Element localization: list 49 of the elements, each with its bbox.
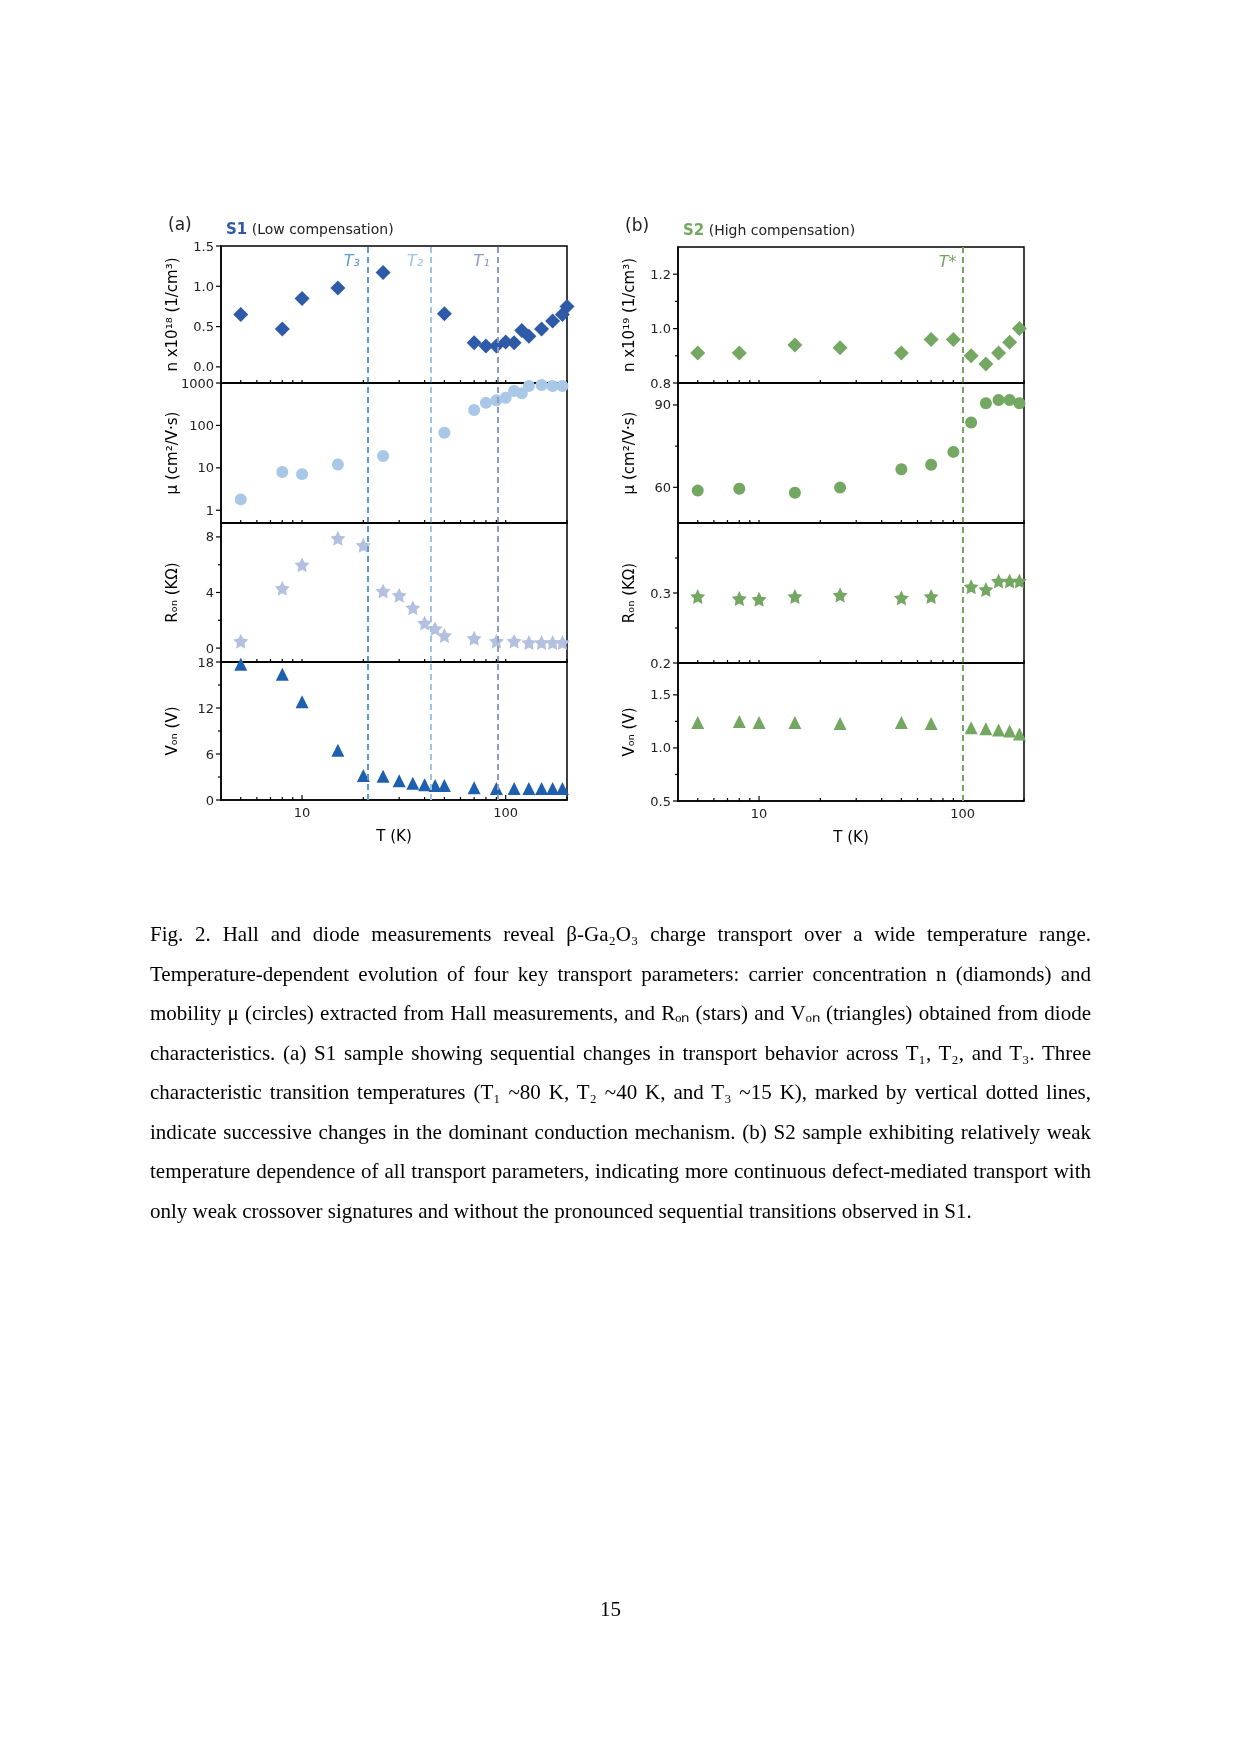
y-tick-label: 0.8: [650, 375, 671, 391]
y-tick-label: 1.5: [193, 238, 214, 254]
chart-subtitle: S1 (Low compensation): [226, 219, 394, 238]
y-tick-label: 0.2: [650, 655, 671, 671]
y-axis-title: Vₒₙ (V): [162, 706, 181, 756]
y-axis-title: Rₒₙ (KΩ): [162, 562, 181, 623]
ref-line-label: T*: [938, 251, 957, 271]
y-tick-label: 0.0: [193, 359, 214, 375]
y-tick-label: 1.0: [650, 321, 671, 337]
y-tick-label: 0: [205, 640, 214, 656]
y-tick-label: 8: [205, 529, 214, 545]
y-tick-label: 1.0: [650, 740, 671, 756]
y-tick-label: 100: [189, 417, 214, 433]
y-tick-label: 0.5: [193, 319, 214, 335]
y-tick-label: 1.5: [650, 687, 671, 703]
caption: Fig. 2. Hall and diode measurements reveal β-Ga₂O₃ charge transport over a wide temperature range. Temperature-dependent evolution of four key transport parameters: carrier concentration n (diamonds) and mobility μ (circles) extracted from Hall measurements, and Rₒₙ (stars) and Vₒₙ (triangles) obtained from diode characteristics. (a) S1 sample showing sequential changes in transport behavior across T₁, T₂, and T₃. Three characteristic transition temperatures (T₁ ~80 K, T₂ ~40 K, and T₃ ~15 K), marked by vertical dotted lines, indicate successive changes in the dominant conduction mechanism. (b) S2 sample exhibiting relatively weak temperature dependence of all transport parameters, indicating more continuous defect-mediated transport with only weak crossover signatures and without the pronounced sequential transitions observed in S1.: [150, 921, 1091, 1225]
y-tick-label: 90: [654, 397, 671, 413]
chart-subtitle: S2 (High compensation): [683, 220, 856, 239]
y-tick-label: 0: [205, 792, 214, 808]
y-tick-label: 1000: [180, 375, 214, 391]
x-tick-label: 10: [750, 806, 768, 821]
y-tick-label: 0.3: [650, 585, 671, 601]
y-tick-label: 1: [205, 502, 214, 518]
y-axis-title: n x10¹⁹ (1/cm³): [619, 257, 638, 373]
chart-title: (b): [625, 214, 650, 235]
y-tick-label: 18: [197, 654, 214, 670]
y-tick-label: 60: [654, 479, 671, 495]
ref-line-label: T₂: [407, 250, 424, 270]
ref-line-label: T₃: [343, 250, 360, 270]
y-tick-label: 10: [197, 460, 214, 476]
x-axis-title: T (K): [832, 827, 869, 846]
x-tick-label: 10: [293, 805, 311, 820]
chart-title: (a): [168, 213, 192, 234]
y-axis-title: Vₒₙ (V): [619, 707, 638, 757]
text: 15: [600, 1596, 622, 1623]
y-axis-title: Rₒₙ (KΩ): [619, 562, 638, 624]
y-tick-label: 1.2: [650, 266, 671, 282]
y-axis-title: n x10¹⁸ (1/cm³): [162, 257, 181, 372]
y-tick-label: 0.5: [650, 793, 671, 809]
ref-line-label: T₁: [473, 250, 490, 270]
y-tick-label: 4: [205, 585, 214, 600]
y-tick-label: 6: [205, 746, 214, 762]
x-axis-title: T (K): [375, 826, 412, 845]
y-axis-title: μ (cm²/V·s): [619, 411, 638, 495]
y-axis-title: μ (cm²/V·s): [162, 411, 181, 495]
x-tick-label: 100: [493, 805, 519, 820]
y-tick-label: 12: [197, 700, 214, 716]
y-tick-label: 1.0: [193, 278, 214, 294]
x-tick-label: 100: [950, 806, 976, 821]
